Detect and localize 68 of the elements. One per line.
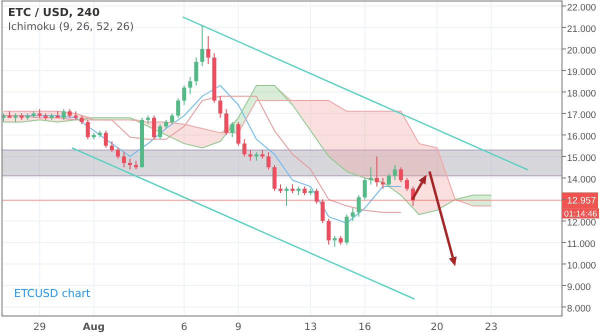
x-tick-label: 6 xyxy=(180,322,188,333)
y-tick-label: 12.000 xyxy=(567,217,596,228)
candlestick xyxy=(128,158,132,170)
candlestick xyxy=(206,36,210,64)
x-tick-label: 29 xyxy=(33,322,46,333)
candlestick xyxy=(86,119,90,140)
candlestick xyxy=(284,186,289,206)
text: Ichimoku (9, 26, 52, 26) xyxy=(8,21,134,33)
x-tick-label: 9 xyxy=(235,322,242,333)
candlestick xyxy=(116,147,120,160)
line-series xyxy=(3,100,492,206)
candlestick xyxy=(158,124,162,140)
candlestick xyxy=(332,236,337,248)
candlestick xyxy=(62,108,66,120)
candlestick xyxy=(248,150,252,162)
y-tick-label: 19.000 xyxy=(567,66,596,78)
candlestick xyxy=(362,177,367,200)
candlestick xyxy=(110,140,114,153)
x-tick-label: Aug xyxy=(82,322,105,333)
x-tick-label: 13 xyxy=(304,322,317,333)
y-tick-label: 14.000 xyxy=(567,174,596,186)
candlestick xyxy=(314,188,319,204)
candlestick xyxy=(272,164,276,192)
candlestick xyxy=(368,166,373,185)
text: ETC / USD, 240 xyxy=(8,6,100,19)
candlestick xyxy=(194,57,198,86)
y-tick-label: 15.000 xyxy=(567,152,596,164)
candlestick xyxy=(236,122,240,146)
candlestick xyxy=(326,218,331,246)
candlestick xyxy=(200,24,204,67)
y-tick-label: 22.000 xyxy=(567,2,596,14)
x-tick-label: 20 xyxy=(430,322,444,333)
candlestick xyxy=(224,108,228,136)
y-tick-label: 10.000 xyxy=(567,260,596,272)
candlestick xyxy=(188,76,192,95)
x-tick-label: 16 xyxy=(358,322,372,333)
ref-line-label: 12.957 xyxy=(567,196,596,207)
candlestick xyxy=(230,122,234,138)
y-tick-label: 8.000 xyxy=(567,303,591,314)
y-tick-label: 21.000 xyxy=(567,24,596,35)
y-tick-label: 16.000 xyxy=(567,131,596,142)
line-series xyxy=(3,96,402,213)
candlestick xyxy=(122,152,126,168)
x-tick-label: 23 xyxy=(484,322,498,333)
candlestick xyxy=(104,130,108,148)
candlestick xyxy=(386,173,391,188)
candlestick xyxy=(218,96,222,118)
candlestick xyxy=(266,152,270,170)
y-tick-label: 18.000 xyxy=(567,88,596,100)
text: 01:14:46 xyxy=(564,208,598,218)
candlestick xyxy=(392,164,397,181)
candlestick xyxy=(374,156,379,188)
y-tick-label: 17.000 xyxy=(567,110,596,121)
y-tick-label: 9.000 xyxy=(567,282,591,293)
candlestick xyxy=(182,85,186,106)
candlestick xyxy=(356,194,361,218)
candlestick xyxy=(380,177,385,190)
candlestick xyxy=(242,138,246,157)
candlestick xyxy=(350,208,355,222)
candlestick xyxy=(398,166,403,183)
candlestick xyxy=(176,98,180,118)
y-tick-label: 11.000 xyxy=(567,238,596,250)
y-tick-label: 20.000 xyxy=(567,45,596,56)
candlestick xyxy=(152,115,156,140)
candlestick xyxy=(170,112,174,125)
candlestick xyxy=(404,177,409,192)
annotation: ETCUSD chart xyxy=(14,287,91,300)
candlestick xyxy=(320,198,325,224)
